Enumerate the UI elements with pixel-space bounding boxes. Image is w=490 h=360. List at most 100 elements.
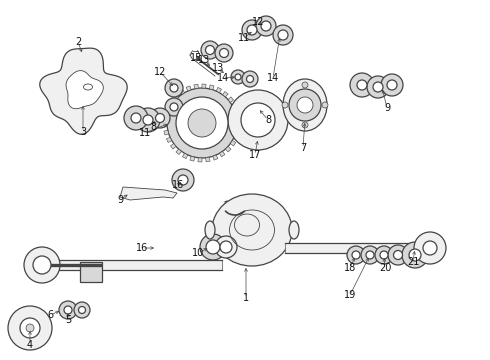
Circle shape xyxy=(381,74,403,96)
Text: 18: 18 xyxy=(344,263,356,273)
Polygon shape xyxy=(120,187,177,200)
Circle shape xyxy=(33,256,51,274)
Text: 1: 1 xyxy=(243,293,249,303)
Text: 14: 14 xyxy=(267,73,279,83)
Ellipse shape xyxy=(289,221,299,239)
Ellipse shape xyxy=(283,79,327,131)
Circle shape xyxy=(414,232,446,264)
Circle shape xyxy=(220,241,232,253)
Circle shape xyxy=(172,169,194,191)
Polygon shape xyxy=(220,151,225,157)
Circle shape xyxy=(78,306,85,314)
Text: 14: 14 xyxy=(217,73,229,83)
Circle shape xyxy=(235,74,241,80)
Polygon shape xyxy=(202,84,206,88)
Circle shape xyxy=(205,45,215,54)
Polygon shape xyxy=(225,147,231,152)
Polygon shape xyxy=(235,111,240,116)
Polygon shape xyxy=(40,48,127,134)
Polygon shape xyxy=(66,71,103,109)
Polygon shape xyxy=(194,84,198,89)
Polygon shape xyxy=(216,87,221,93)
Circle shape xyxy=(26,324,34,332)
Circle shape xyxy=(273,25,293,45)
Text: 9: 9 xyxy=(117,195,123,205)
Polygon shape xyxy=(213,155,218,160)
Circle shape xyxy=(350,73,374,97)
Text: 20: 20 xyxy=(379,263,391,273)
Circle shape xyxy=(215,44,233,62)
Circle shape xyxy=(64,306,72,314)
Circle shape xyxy=(124,106,148,130)
Polygon shape xyxy=(222,91,228,97)
Circle shape xyxy=(388,245,408,265)
Circle shape xyxy=(261,21,271,31)
Circle shape xyxy=(278,30,288,40)
Polygon shape xyxy=(209,85,214,90)
Polygon shape xyxy=(167,137,172,143)
Circle shape xyxy=(170,103,178,111)
Text: 13: 13 xyxy=(198,55,210,65)
Text: 19: 19 xyxy=(344,290,356,300)
Circle shape xyxy=(200,234,226,260)
Polygon shape xyxy=(230,140,236,146)
Polygon shape xyxy=(234,134,239,139)
Circle shape xyxy=(366,251,374,259)
Polygon shape xyxy=(164,130,169,135)
Circle shape xyxy=(247,25,257,35)
Text: 12: 12 xyxy=(154,67,166,77)
Circle shape xyxy=(302,122,308,128)
Circle shape xyxy=(167,88,237,158)
Circle shape xyxy=(74,302,90,318)
Polygon shape xyxy=(186,86,191,91)
Circle shape xyxy=(373,82,383,92)
Text: 3: 3 xyxy=(80,127,86,137)
Circle shape xyxy=(393,251,402,260)
Circle shape xyxy=(357,80,367,90)
Circle shape xyxy=(302,82,308,88)
Polygon shape xyxy=(176,149,181,154)
Circle shape xyxy=(423,241,437,255)
Text: 21: 21 xyxy=(407,257,419,267)
Circle shape xyxy=(352,251,360,259)
Circle shape xyxy=(256,16,276,36)
Circle shape xyxy=(228,90,288,150)
Circle shape xyxy=(24,247,60,283)
Circle shape xyxy=(361,246,379,264)
Circle shape xyxy=(178,175,188,185)
Polygon shape xyxy=(168,100,173,105)
Text: 11: 11 xyxy=(238,33,250,43)
Text: 12: 12 xyxy=(252,17,264,27)
Circle shape xyxy=(201,41,219,59)
Circle shape xyxy=(241,103,275,137)
Text: 11: 11 xyxy=(139,128,151,138)
Ellipse shape xyxy=(212,194,292,266)
Polygon shape xyxy=(206,157,210,162)
Circle shape xyxy=(188,109,216,137)
Text: 8: 8 xyxy=(265,115,271,125)
Polygon shape xyxy=(171,144,176,149)
Circle shape xyxy=(367,76,389,98)
Circle shape xyxy=(8,306,52,350)
Text: 13: 13 xyxy=(212,63,224,73)
Circle shape xyxy=(282,102,288,108)
Polygon shape xyxy=(236,127,241,131)
FancyBboxPatch shape xyxy=(80,262,102,282)
Circle shape xyxy=(297,97,313,113)
Circle shape xyxy=(220,49,228,58)
Text: 16: 16 xyxy=(136,243,148,253)
Polygon shape xyxy=(232,104,238,109)
Polygon shape xyxy=(163,123,167,127)
Polygon shape xyxy=(165,107,170,112)
Polygon shape xyxy=(190,156,195,161)
Circle shape xyxy=(170,84,178,92)
Polygon shape xyxy=(173,94,178,100)
Text: 4: 4 xyxy=(27,340,33,350)
Circle shape xyxy=(165,98,183,116)
Circle shape xyxy=(246,76,253,82)
Circle shape xyxy=(242,71,258,87)
Circle shape xyxy=(20,318,40,338)
Text: 9: 9 xyxy=(384,103,390,113)
Circle shape xyxy=(242,20,262,40)
Circle shape xyxy=(143,115,153,125)
